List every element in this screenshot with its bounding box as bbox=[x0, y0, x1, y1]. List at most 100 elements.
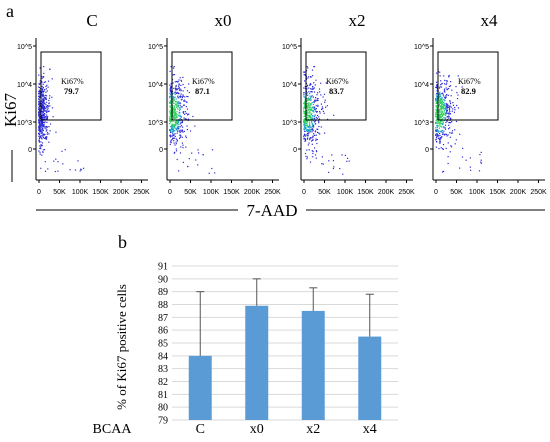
facs-event-dot bbox=[175, 121, 177, 123]
facs-event-dot bbox=[185, 118, 187, 120]
facs-event-dot bbox=[172, 127, 174, 129]
facs-event-dot bbox=[170, 115, 172, 118]
facs-event-dot bbox=[174, 133, 176, 135]
facs-event-dot bbox=[40, 129, 42, 131]
facs-event-dot bbox=[435, 119, 437, 122]
bar-x4 bbox=[358, 336, 382, 420]
facs-event-dot bbox=[442, 122, 444, 124]
facs-event-dot bbox=[480, 161, 482, 163]
facs-event-dot bbox=[304, 138, 307, 140]
facs-event-dot bbox=[445, 103, 447, 105]
facs-event-dot bbox=[441, 108, 443, 110]
facs-event-dot bbox=[40, 135, 42, 137]
facs-event-dot bbox=[305, 130, 307, 132]
facs-event-dot bbox=[312, 126, 314, 128]
facs-event-dot bbox=[176, 158, 178, 161]
facs-x-tick-label: 200K bbox=[113, 189, 130, 196]
facs-event-dot bbox=[38, 74, 40, 76]
facs-event-dot bbox=[173, 152, 175, 154]
facs-event-dot bbox=[480, 151, 482, 153]
facs-event-dot bbox=[442, 121, 444, 123]
facs-event-dot bbox=[318, 88, 321, 90]
facs-event-dot bbox=[169, 90, 171, 92]
facs-event-dot bbox=[177, 130, 179, 132]
facs-event-dot bbox=[436, 90, 438, 92]
facs-event-dot bbox=[436, 109, 438, 111]
facs-event-dot bbox=[180, 106, 182, 108]
facs-event-dot bbox=[182, 83, 184, 86]
facs-event-dot bbox=[171, 124, 173, 126]
facs-event-dot bbox=[181, 120, 183, 122]
facs-event-dot bbox=[303, 87, 305, 89]
facs-event-dot bbox=[310, 114, 312, 116]
facs-event-dot bbox=[177, 81, 179, 83]
facs-event-dot bbox=[448, 128, 450, 130]
facs-event-dot bbox=[180, 125, 182, 127]
facs-y-tick-label: 10^4 bbox=[148, 82, 163, 89]
facs-event-dot bbox=[437, 134, 439, 136]
facs-event-dot bbox=[449, 105, 451, 107]
facs-event-dot bbox=[45, 97, 47, 99]
facs-event-dot bbox=[173, 66, 175, 68]
facs-event-dot bbox=[180, 84, 182, 86]
facs-event-dot bbox=[303, 119, 305, 121]
facs-event-dot bbox=[39, 104, 41, 106]
facs-event-dot bbox=[173, 74, 176, 76]
facs-event-dot bbox=[170, 121, 172, 123]
facs-event-dot bbox=[39, 134, 41, 136]
facs-event-dot bbox=[306, 111, 308, 113]
facs-event-dot bbox=[325, 106, 327, 108]
facs-event-dot bbox=[331, 154, 333, 156]
facs-event-dot bbox=[43, 110, 45, 112]
facs-event-dot bbox=[304, 86, 306, 88]
facs-event-dot bbox=[312, 152, 314, 155]
facs-event-dot bbox=[184, 87, 186, 89]
facs-event-dot bbox=[38, 141, 41, 143]
facs-event-dot bbox=[447, 103, 449, 105]
facs-event-dot bbox=[184, 99, 186, 101]
facs-event-dot bbox=[441, 99, 443, 101]
facs-event-dot bbox=[42, 108, 44, 111]
facs-event-dot bbox=[332, 167, 334, 170]
facs-event-dot bbox=[174, 126, 176, 128]
facs-event-dot bbox=[344, 154, 346, 156]
facs-event-dot bbox=[41, 106, 43, 108]
facs-event-dot bbox=[47, 80, 50, 82]
facs-event-dot bbox=[171, 126, 173, 128]
facs-event-dot bbox=[304, 107, 306, 109]
facs-event-dot bbox=[315, 108, 317, 110]
facs-event-dot bbox=[174, 124, 176, 126]
facs-event-dot bbox=[176, 128, 179, 130]
facs-event-dot bbox=[445, 87, 447, 89]
facs-event-dot bbox=[316, 117, 318, 119]
facs-event-dot bbox=[169, 89, 171, 91]
bar-x0 bbox=[245, 305, 269, 420]
facs-x-tick-label: 150K bbox=[357, 189, 374, 196]
facs-event-dot bbox=[172, 96, 174, 98]
facs-event-dot bbox=[439, 137, 441, 139]
facs-event-dot bbox=[311, 131, 313, 133]
facs-event-dot bbox=[447, 142, 449, 144]
facs-event-dot bbox=[469, 166, 471, 168]
facs-event-dot bbox=[307, 77, 309, 79]
facs-event-dot bbox=[41, 111, 43, 113]
facs-event-dot bbox=[171, 139, 173, 141]
facs-event-dot bbox=[449, 151, 451, 153]
facs-event-dot bbox=[441, 83, 443, 85]
facs-event-dot bbox=[457, 75, 459, 77]
facs-event-dot bbox=[179, 115, 181, 117]
facs-event-dot bbox=[312, 117, 314, 119]
facs-event-dot bbox=[448, 124, 450, 126]
facs-plot-3: x2 10^5 10^4 10^3 0 0 50K 100K 150K 200K 250K Ki67%… bbox=[282, 11, 415, 196]
facs-event-dot bbox=[42, 104, 44, 106]
facs-event-dot bbox=[312, 138, 314, 140]
facs-x-tick-label: 100K bbox=[203, 189, 220, 196]
facs-event-dot bbox=[312, 130, 314, 132]
facs-event-dot bbox=[175, 138, 177, 140]
facs-event-dot bbox=[445, 133, 447, 135]
facs-event-dot bbox=[55, 131, 57, 133]
facs-event-dot bbox=[174, 137, 176, 139]
facs-event-dot bbox=[174, 112, 177, 114]
facs-event-dot bbox=[306, 122, 308, 124]
facs-event-dot bbox=[170, 98, 172, 100]
